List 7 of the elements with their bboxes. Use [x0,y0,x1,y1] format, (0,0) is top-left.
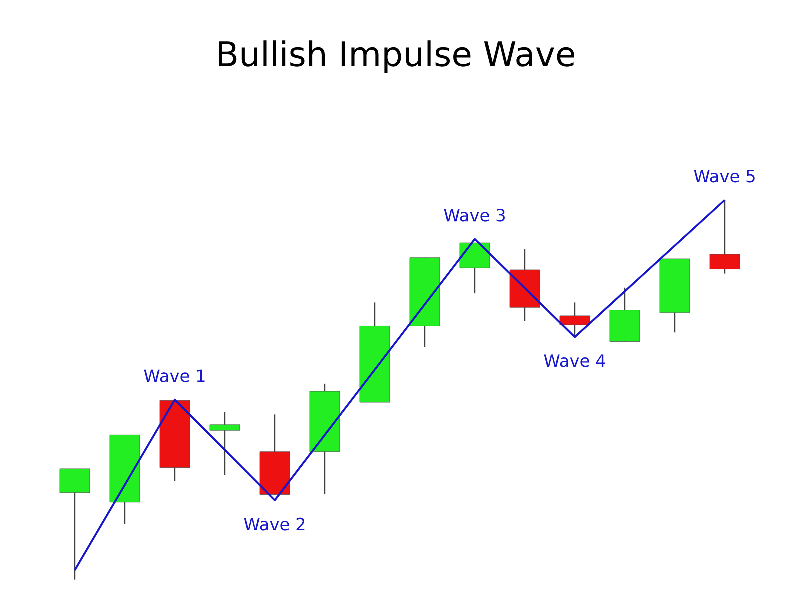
text: Wave 5 [694,170,755,183]
annotation: Wave 2 [244,518,305,531]
annotation: Wave 4 [544,354,606,368]
annotation: Wave 3 [444,208,505,222]
chart-title: Bullish Impulse Wave [219,40,574,74]
candlestick [210,411,240,476]
annotation: Wave 1 [144,370,205,382]
